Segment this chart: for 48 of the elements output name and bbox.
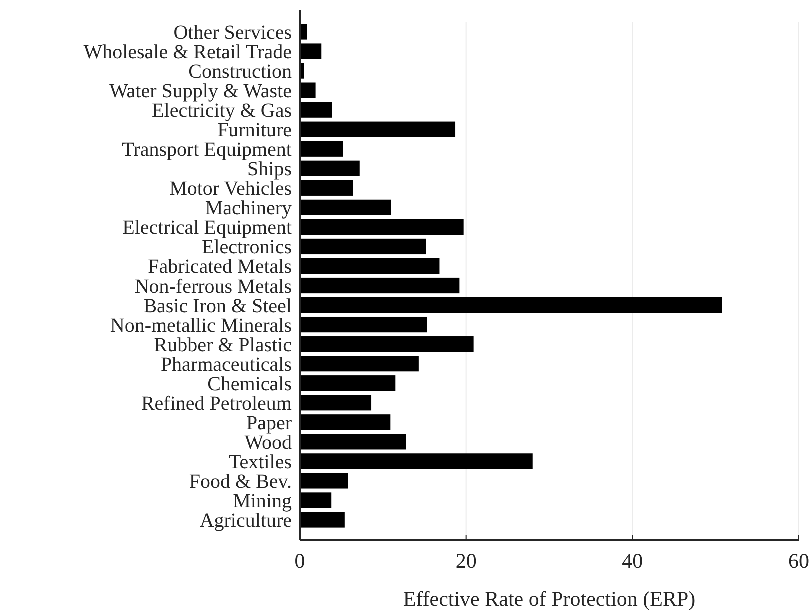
bar [300, 395, 372, 411]
y-tick-label: Refined Petroleum [141, 392, 292, 415]
bar [300, 492, 332, 508]
bar [300, 200, 392, 216]
bar [300, 82, 316, 98]
bar [300, 336, 474, 352]
x-tick-label: 0 [294, 549, 306, 573]
bar [300, 160, 360, 176]
y-tick-label: Non-ferrous Metals [134, 276, 292, 298]
bar [300, 258, 440, 274]
y-tick-label: Construction [188, 61, 292, 84]
bar [300, 454, 533, 470]
y-tick-label: Fabricated Metals [148, 256, 292, 278]
bar [300, 122, 456, 138]
bar [300, 238, 426, 255]
y-tick-label: Water Supply & Waste [110, 80, 292, 103]
bar [300, 141, 344, 157]
y-tick-label: Mining [233, 490, 292, 512]
y-tick-label: Wholesale & Retail Trade [84, 42, 292, 64]
y-tick-label: Non-metallic Minerals [110, 314, 292, 337]
y-tick-label: Basic Iron & Steel [144, 295, 292, 318]
x-axis-title: Effective Rate of Protection (ERP) [403, 587, 696, 611]
bar [300, 180, 354, 196]
bar [300, 316, 428, 333]
y-tick-label: Pharmaceuticals [160, 354, 292, 376]
y-tick-label: Machinery [205, 198, 292, 220]
y-tick-label: Food & Bev. [189, 470, 292, 493]
y-tick-label: Paper [246, 412, 292, 434]
x-tick-label: 20 [456, 549, 477, 573]
bar [300, 434, 406, 450]
bar [300, 219, 464, 236]
bar [300, 44, 322, 60]
bar [300, 376, 396, 392]
bar [300, 278, 460, 294]
x-tick-label: 60 [788, 549, 810, 573]
y-tick-label: Textiles [228, 451, 292, 474]
bar [300, 356, 419, 372]
bar [300, 297, 722, 314]
bar [300, 473, 348, 489]
y-tick-label: Chemicals [208, 373, 292, 396]
x-tick-label: 40 [622, 549, 644, 573]
y-tick-label: Ships [248, 158, 292, 181]
y-tick-label: Transport Equipment [122, 139, 292, 162]
y-tick-label: Other Services [174, 22, 292, 44]
bar [300, 102, 332, 118]
bar [300, 512, 345, 528]
bar [300, 414, 391, 430]
y-tick-label: Rubber & Plastic [154, 334, 292, 356]
